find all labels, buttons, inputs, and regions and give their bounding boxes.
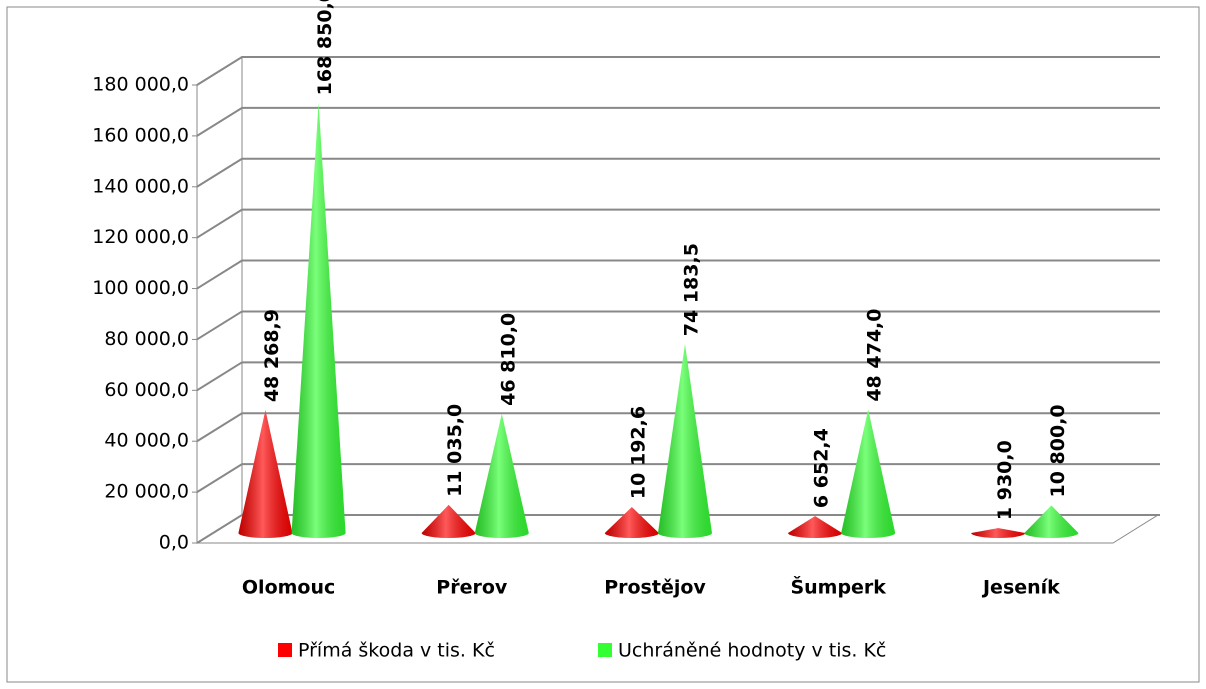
cone: 10 800,0 xyxy=(1024,404,1079,538)
grid-line xyxy=(196,106,1160,137)
y-tick-label: 100 000,0 xyxy=(92,277,189,299)
legend-swatch xyxy=(598,643,612,657)
value-label: 46 810,0 xyxy=(497,313,519,406)
value-label: 48 474,0 xyxy=(864,309,886,402)
cone-shade xyxy=(971,528,1026,538)
value-label: 1 930,0 xyxy=(994,440,1016,520)
cone: 168 850,0 xyxy=(291,0,346,539)
y-tick-label: 80 000,0 xyxy=(104,328,189,350)
y-tick-label: 120 000,0 xyxy=(92,226,189,248)
value-label: 74 183,5 xyxy=(680,243,702,336)
cone-shade xyxy=(474,413,529,538)
cone-shade xyxy=(788,516,843,538)
grid-line xyxy=(196,361,1160,392)
y-tick-label: 60 000,0 xyxy=(104,379,189,401)
y-tick-label: 40 000,0 xyxy=(104,430,189,452)
cone: 74 183,5 xyxy=(657,243,712,538)
x-tick-label: Přerov xyxy=(436,577,508,599)
cone: 10 192,6 xyxy=(604,406,659,538)
cone: 46 810,0 xyxy=(474,313,529,538)
x-tick-label: Šumperk xyxy=(790,575,886,599)
value-label: 10 800,0 xyxy=(1047,404,1069,497)
value-label: 48 268,9 xyxy=(261,309,283,402)
y-tick-label: 160 000,0 xyxy=(92,124,189,146)
y-tick-label: 180 000,0 xyxy=(92,74,189,96)
y-tick-label: 20 000,0 xyxy=(104,481,189,503)
value-label: 168 850,0 xyxy=(314,0,336,95)
grid-line xyxy=(196,463,1160,493)
cone-shade xyxy=(291,103,346,539)
x-tick-label: Prostějov xyxy=(604,577,706,599)
cone-shade xyxy=(1024,505,1079,538)
legend-label: Přímá škoda v tis. Kč xyxy=(298,640,495,662)
grid-line xyxy=(196,259,1160,290)
cone: 48 474,0 xyxy=(841,309,896,538)
value-label: 6 652,4 xyxy=(811,428,833,508)
cone-shade xyxy=(657,344,712,538)
cone-shade xyxy=(604,507,659,538)
cone-shade xyxy=(841,409,896,538)
cone: 11 035,0 xyxy=(421,404,476,538)
grid-line xyxy=(196,412,1160,443)
legend-label: Uchráněné hodnoty v tis. Kč xyxy=(618,640,886,662)
x-tick-label: Jeseník xyxy=(981,577,1060,599)
cone: 48 268,9 xyxy=(238,309,293,538)
cone-shade xyxy=(421,504,476,538)
grid-line xyxy=(196,157,1160,188)
back-wall xyxy=(196,56,243,544)
y-tick-label: 140 000,0 xyxy=(92,175,189,197)
value-label: 10 192,6 xyxy=(627,406,649,499)
y-tick-label: 0,0 xyxy=(159,532,189,554)
cone: 1 930,0 xyxy=(971,440,1026,538)
cone: 6 652,4 xyxy=(788,428,843,538)
grid-line xyxy=(196,56,1160,86)
grid-line xyxy=(196,310,1160,341)
value-label: 11 035,0 xyxy=(444,404,466,497)
x-tick-label: Olomouc xyxy=(242,577,335,599)
grid-line xyxy=(196,208,1160,239)
cone-shade xyxy=(238,410,293,538)
legend-swatch xyxy=(278,643,292,657)
